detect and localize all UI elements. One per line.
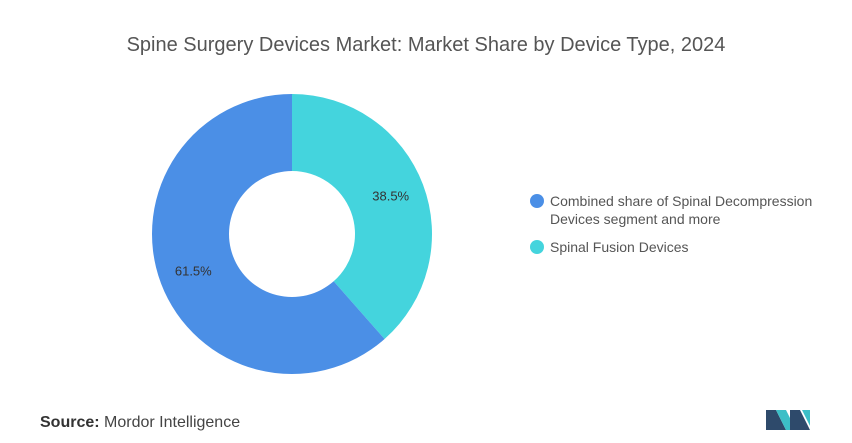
source-note: Source: Mordor Intelligence [40, 414, 240, 432]
donut-slice-0 [292, 94, 432, 340]
donut-slice-1 [152, 94, 385, 374]
slice-label-1: 61.5% [175, 263, 212, 278]
chart-legend: Combined share of Spinal Decompression D… [530, 192, 830, 266]
source-label: Source: [40, 414, 100, 431]
legend-item-fusion: Spinal Fusion Devices [530, 238, 830, 256]
mordor-logo-icon [766, 410, 810, 430]
legend-item-decompression: Combined share of Spinal Decompression D… [530, 192, 830, 228]
slice-label-0: 38.5% [372, 189, 409, 204]
legend-swatch-fusion [530, 240, 544, 254]
legend-label-decompression: Combined share of Spinal Decompression D… [550, 193, 813, 227]
chart-title: Spine Surgery Devices Market: Market Sha… [126, 34, 726, 56]
legend-label-fusion: Spinal Fusion Devices [550, 239, 689, 255]
legend-swatch-decompression [530, 194, 544, 208]
source-value: Mordor Intelligence [104, 414, 241, 431]
